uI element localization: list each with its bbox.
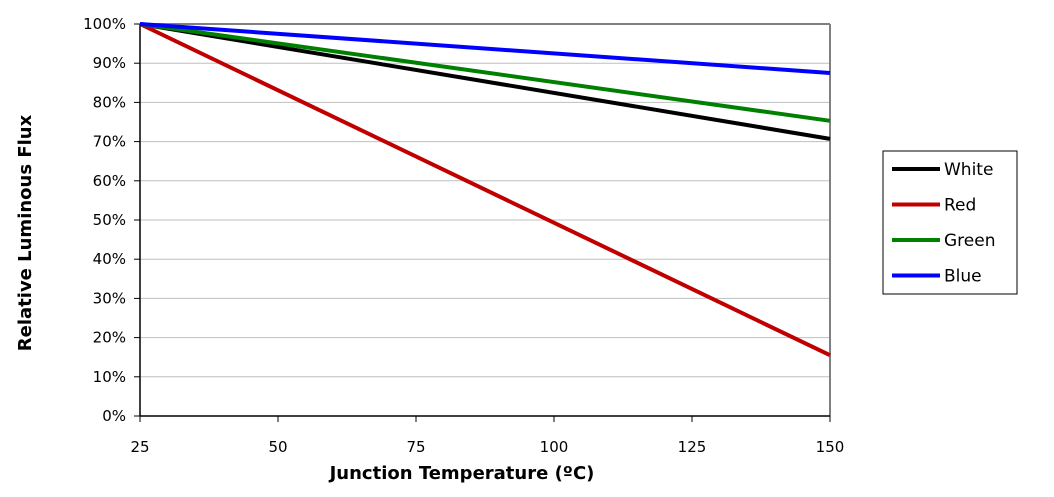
y-tick-label: 20% — [93, 329, 126, 347]
legend-label-red: Red — [944, 196, 976, 216]
x-tick-label: 25 — [130, 438, 149, 456]
series-line-green — [139, 22, 831, 123]
series-line-red — [139, 22, 831, 358]
x-tick-label: 100 — [540, 438, 569, 456]
x-tick-label: 50 — [268, 438, 287, 456]
y-tick-label: 40% — [93, 250, 126, 268]
y-tick-label: 60% — [93, 172, 126, 190]
series-line-blue — [139, 22, 831, 75]
tick-labels: 0% 10% 20% 30% 40% 50% 60% 70% 80% 90% 100% 25 50 75 1… — [83, 15, 844, 456]
y-tick-label: 10% — [93, 368, 126, 386]
y-tick-label: 30% — [93, 289, 126, 307]
x-axis-title: Junction Temperature (ºC) — [328, 463, 595, 484]
y-axis-title: Relative Luminous Flux — [15, 114, 36, 351]
series-line-white — [139, 22, 831, 141]
legend-label-white: White — [944, 160, 993, 180]
y-tick-label: 90% — [93, 54, 126, 72]
x-tick-label: 125 — [678, 438, 707, 456]
gridlines — [140, 62, 830, 378]
legend: White Red Green Blue — [882, 150, 1018, 295]
y-tick-label: 80% — [93, 93, 126, 111]
y-tick-label: 0% — [102, 407, 126, 425]
x-tick-label: 150 — [816, 438, 845, 456]
legend-label-green: Green — [944, 231, 995, 251]
series-lines — [139, 22, 831, 358]
plot-frame — [134, 23, 831, 422]
y-tick-label: 70% — [93, 133, 126, 151]
y-tick-label: 50% — [93, 211, 126, 229]
x-tick-label: 75 — [406, 438, 425, 456]
legend-label-blue: Blue — [944, 267, 982, 287]
y-tick-label: 100% — [83, 15, 126, 33]
